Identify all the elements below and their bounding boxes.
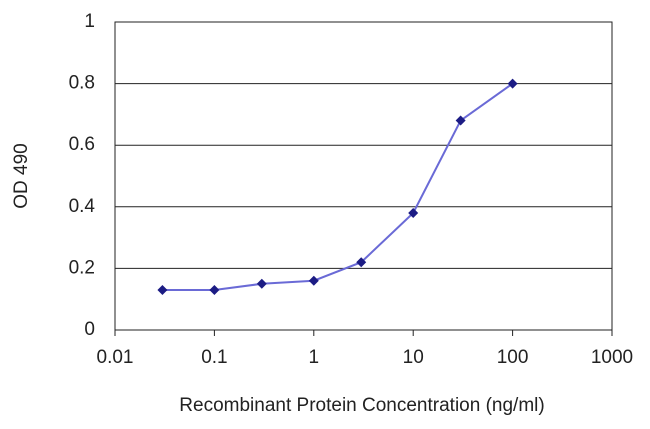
y-tick-label: 0.8 bbox=[69, 73, 95, 94]
y-tick-label: 0.4 bbox=[69, 196, 96, 217]
x-axis-label: Recombinant Protein Concentration (ng/ml… bbox=[179, 395, 544, 416]
y-tick-label: 0 bbox=[84, 319, 95, 340]
x-tick-label: 100 bbox=[497, 347, 529, 368]
series-line bbox=[162, 82, 514, 291]
x-tick-label: 1 bbox=[309, 347, 320, 368]
y-tick-label: 0.6 bbox=[69, 134, 95, 155]
data-point bbox=[157, 284, 168, 295]
plot-frame bbox=[114, 21, 613, 331]
data-point bbox=[455, 115, 466, 126]
data-point bbox=[209, 284, 220, 295]
y-tick-label: 0.2 bbox=[69, 257, 95, 278]
y-tick-label: 1 bbox=[84, 11, 95, 32]
x-tick-label: 1000 bbox=[591, 347, 633, 368]
data-point bbox=[408, 207, 419, 218]
data-point bbox=[507, 78, 518, 89]
x-tick-label: 0.1 bbox=[201, 347, 227, 368]
data-point bbox=[256, 278, 267, 289]
data-point bbox=[308, 275, 319, 286]
data-point bbox=[356, 257, 367, 268]
y-axis-label: OD 490 bbox=[11, 143, 32, 208]
x-tick-label: 0.01 bbox=[97, 347, 134, 368]
x-tick-label: 10 bbox=[403, 347, 424, 368]
